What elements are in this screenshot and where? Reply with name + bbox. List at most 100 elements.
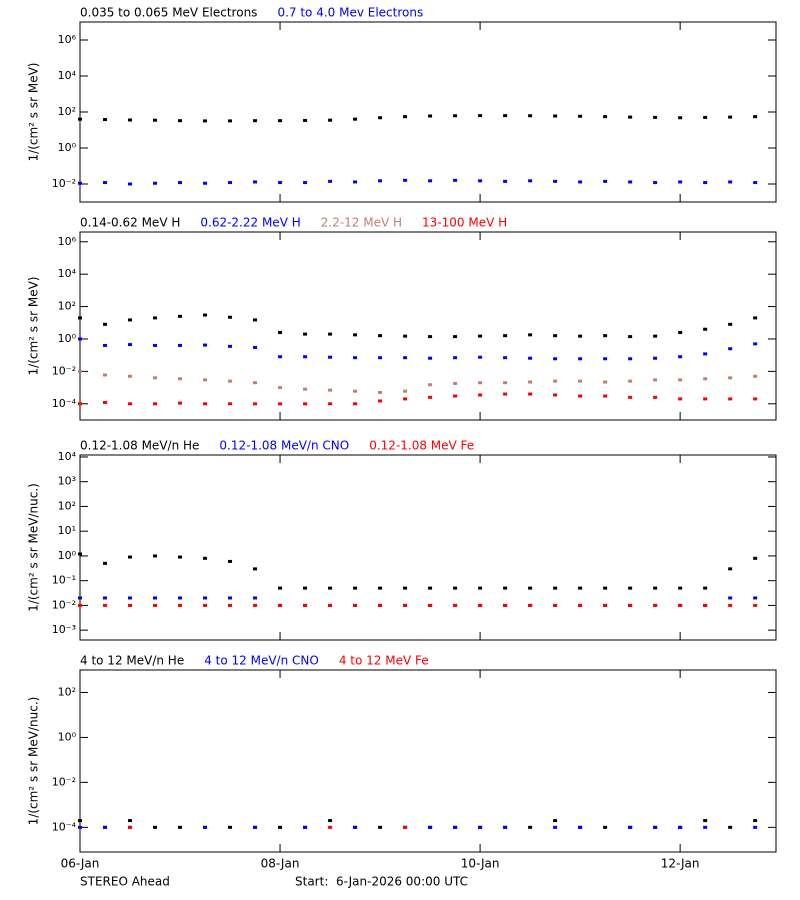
data-point (703, 603, 708, 607)
data-point (628, 180, 633, 184)
data-point (503, 356, 508, 360)
data-point (553, 393, 558, 397)
data-point (178, 181, 183, 185)
data-point (353, 389, 358, 393)
data-point (453, 335, 458, 339)
data-point (553, 357, 558, 361)
data-point (153, 181, 158, 185)
data-point (303, 332, 308, 336)
data-point (228, 825, 233, 829)
data-point (453, 825, 458, 829)
y-axis-label: 1/(cm² s sr MeV) (27, 277, 41, 376)
data-point (203, 343, 208, 347)
data-point (253, 345, 258, 349)
data-point (353, 586, 358, 590)
data-point (153, 596, 158, 600)
data-point (403, 115, 408, 119)
data-point (178, 343, 183, 347)
data-point (653, 825, 658, 829)
data-point (628, 825, 633, 829)
data-point (503, 392, 508, 396)
data-point (228, 119, 233, 123)
data-point (353, 356, 358, 360)
y-tick-label: 10⁻³ (52, 623, 76, 636)
data-point (553, 334, 558, 338)
data-point (278, 386, 283, 390)
y-tick-label: 10⁻² (52, 177, 76, 190)
data-point (753, 397, 758, 401)
data-point (78, 117, 82, 121)
y-tick-label: 10⁰ (58, 332, 77, 345)
data-point (753, 819, 758, 823)
data-point (528, 380, 533, 384)
data-point (403, 603, 408, 607)
data-point (603, 394, 608, 398)
data-point (303, 118, 308, 122)
data-point (478, 393, 483, 397)
footer-right: Start: 6-Jan-2026 00:00 UTC (295, 875, 468, 889)
data-point (203, 402, 208, 406)
data-point (578, 825, 583, 829)
data-point (128, 182, 133, 186)
legend-label: 4 to 12 MeV Fe (339, 654, 429, 668)
data-point (228, 402, 233, 406)
data-point (178, 401, 183, 405)
data-point (403, 178, 408, 182)
data-point (653, 334, 658, 338)
data-point (103, 181, 108, 185)
data-point (78, 181, 82, 185)
data-point (153, 343, 158, 347)
legend-label: 2.2-12 MeV H (321, 216, 402, 230)
y-tick-label: 10⁶ (58, 33, 77, 46)
y-tick-label: 10³ (58, 475, 76, 488)
data-point (328, 118, 333, 122)
data-point (703, 115, 708, 119)
plot-frame (79, 454, 777, 641)
data-point (328, 388, 333, 392)
data-point (128, 374, 133, 378)
data-point (603, 179, 608, 183)
data-point (78, 402, 82, 406)
data-point (528, 586, 533, 590)
data-point (528, 603, 533, 607)
data-point (728, 322, 733, 326)
data-point (603, 825, 608, 829)
data-point (228, 344, 233, 348)
data-point (428, 383, 433, 387)
data-point (478, 114, 483, 118)
data-point (753, 596, 758, 600)
data-point (603, 115, 608, 119)
data-point (428, 603, 433, 607)
data-point (203, 313, 208, 317)
data-point (628, 379, 633, 383)
data-point (128, 402, 133, 406)
data-point (578, 114, 583, 118)
data-point (703, 352, 708, 356)
data-point (128, 118, 133, 122)
data-point (128, 343, 133, 347)
data-point (228, 315, 233, 319)
x-tick-label: 06-Jan (61, 857, 100, 871)
data-point (653, 586, 658, 590)
data-point (78, 316, 82, 320)
data-point (278, 825, 283, 829)
data-point (678, 116, 683, 120)
data-point (728, 347, 733, 351)
data-point (103, 118, 108, 122)
data-point (528, 114, 533, 118)
x-tick-label: 12-Jan (661, 857, 700, 871)
data-point (528, 356, 533, 360)
data-point (103, 603, 108, 607)
data-point (628, 586, 633, 590)
data-point (603, 380, 608, 384)
x-tick-label: 08-Jan (261, 857, 300, 871)
legend-label: 0.12-1.08 MeV Fe (369, 439, 474, 453)
y-tick-label: 10⁴ (58, 450, 77, 463)
data-point (728, 376, 733, 380)
data-point (553, 586, 558, 590)
data-point (153, 316, 158, 320)
data-point (278, 586, 283, 590)
data-point (203, 378, 208, 382)
data-point (303, 603, 308, 607)
y-tick-label: 10² (58, 300, 76, 313)
